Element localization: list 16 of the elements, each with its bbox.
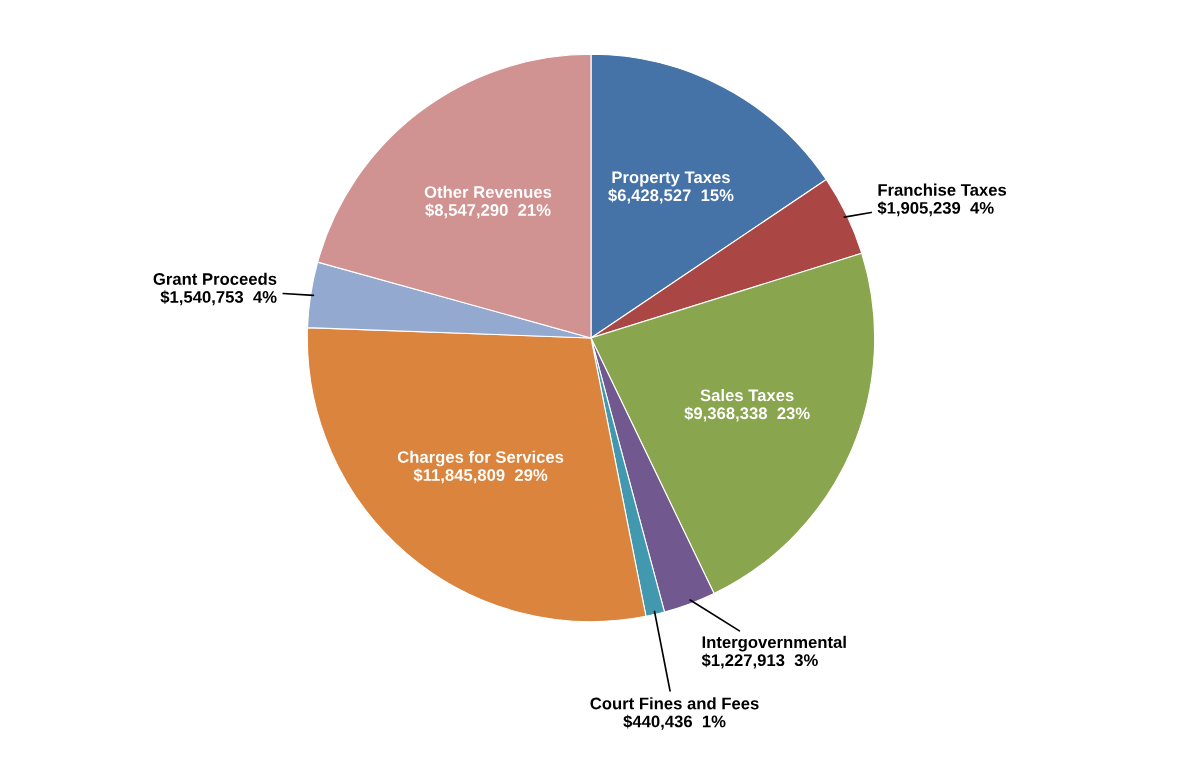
slice-label: Court Fines and Fees: [590, 697, 759, 710]
slice-label: Charges for Services: [397, 450, 564, 467]
data-label: $440,436 1%: [623, 714, 726, 730]
slice-label: Other Revenues: [424, 185, 552, 198]
slice-label: Intergovernmental: [702, 635, 846, 652]
slice-label: Franchise Taxes: [878, 183, 1007, 196]
data-label: $11,845,809 29%: [413, 468, 548, 484]
data-label: $9,368,338 23%: [684, 406, 810, 422]
data-label: $8,547,290 21%: [425, 203, 551, 219]
slice-label: Property Taxes: [612, 171, 730, 187]
slice-label: Grant Proceeds: [153, 272, 277, 285]
data-label: $1,540,753 4%: [160, 290, 277, 306]
data-label: $6,428,527 15%: [608, 188, 734, 204]
data-label: $1,905,239 4%: [877, 201, 994, 217]
data-label: $1,227,913 3%: [701, 653, 818, 669]
slice-label: Sales Taxes: [700, 388, 794, 402]
